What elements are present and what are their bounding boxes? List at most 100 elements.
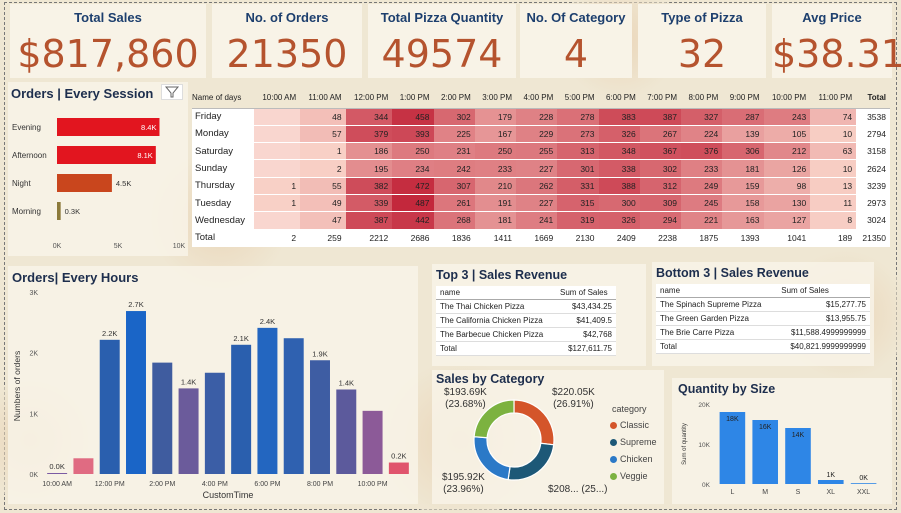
matrix-cell[interactable]: 212	[763, 142, 811, 161]
hour-bar[interactable]	[126, 311, 146, 474]
matrix-cell[interactable]: 229	[516, 125, 558, 144]
matrix-cell[interactable]: 167	[474, 125, 517, 144]
matrix-cell[interactable]: 315	[557, 194, 599, 213]
matrix-cell[interactable]: 319	[557, 211, 599, 230]
matrix-cell[interactable]: 159	[722, 177, 764, 195]
matrix-cell[interactable]: 301	[557, 159, 599, 178]
column-header[interactable]: name	[436, 286, 556, 300]
legend-item-veggie[interactable]: Veggie	[610, 471, 648, 481]
matrix-cell[interactable]: 287	[722, 108, 764, 126]
matrix-cell[interactable]: 338	[598, 159, 640, 178]
kpi-card-orders[interactable]: No. of Orders 21350	[212, 4, 362, 78]
matrix-cell[interactable]: 13	[810, 177, 857, 195]
matrix-cell[interactable]: 98	[763, 177, 811, 195]
matrix-cell[interactable]: 57	[300, 125, 346, 144]
matrix-cell[interactable]: 327	[681, 108, 723, 126]
filter-button[interactable]	[161, 84, 183, 100]
session-bar[interactable]	[57, 146, 156, 164]
hour-bar[interactable]	[47, 473, 68, 474]
matrix-cell[interactable]: 312	[639, 177, 682, 195]
size-bar[interactable]	[785, 428, 811, 484]
legend-item-supreme[interactable]: Supreme	[610, 437, 657, 447]
matrix-cell[interactable]: 255	[516, 142, 558, 161]
matrix-cell[interactable]: 300	[598, 194, 640, 213]
matrix-cell[interactable]: 241	[516, 211, 558, 230]
matrix-total-header[interactable]: Total	[856, 86, 890, 109]
matrix-column-header[interactable]: 2:00 PM	[433, 86, 475, 109]
matrix-cell[interactable]: 195	[345, 159, 393, 178]
matrix-cell[interactable]: 326	[598, 211, 640, 230]
legend-item-classic[interactable]: Classic	[610, 420, 649, 430]
matrix-column-header[interactable]: 11:00 AM	[300, 86, 346, 109]
matrix-column-header[interactable]: 10:00 PM	[763, 86, 811, 109]
matrix-cell[interactable]: 250	[474, 142, 517, 161]
matrix-cell[interactable]: 302	[433, 108, 475, 126]
matrix-cell[interactable]: 245	[681, 194, 723, 213]
matrix-cell[interactable]: 262	[516, 177, 558, 195]
matrix-corner-header[interactable]: Name of days	[192, 86, 254, 109]
session-bar[interactable]	[57, 118, 160, 136]
donut-slice[interactable]	[513, 399, 555, 446]
matrix-cell[interactable]: 382	[345, 177, 393, 195]
matrix-column-header[interactable]: 12:00 PM	[345, 86, 393, 109]
matrix-cell[interactable]: 393	[392, 125, 434, 144]
matrix-cell[interactable]: 210	[474, 177, 517, 195]
matrix-column-header[interactable]: 9:00 PM	[722, 86, 764, 109]
hour-bar[interactable]	[388, 462, 409, 474]
matrix-cell[interactable]: 74	[810, 108, 857, 126]
matrix-column-header[interactable]: 10:00 AM	[254, 86, 301, 109]
size-bar[interactable]	[719, 412, 746, 484]
matrix-cell[interactable]	[254, 211, 301, 230]
matrix-cell[interactable]: 228	[516, 108, 558, 126]
table-row[interactable]: The Thai Chicken Pizza $43,434.25	[436, 299, 616, 314]
matrix-cell[interactable]: 1	[300, 142, 346, 161]
matrix-cell[interactable]: 242	[433, 159, 475, 178]
matrix-cell[interactable]: 458	[392, 108, 434, 126]
matrix-column-header[interactable]: 4:00 PM	[516, 86, 558, 109]
kpi-card-pizza-types[interactable]: Type of Pizza 32	[638, 4, 766, 78]
matrix-cell[interactable]: 48	[300, 108, 346, 126]
session-bar[interactable]	[57, 174, 112, 192]
matrix-row[interactable]: Thursday 1 55 382 472 307 210 262 331 388 312 249 15…	[192, 177, 890, 195]
matrix-cell[interactable]: 339	[345, 194, 393, 213]
matrix-cell[interactable]: 55	[300, 177, 346, 195]
matrix-cell[interactable]: 367	[639, 142, 682, 161]
matrix-cell[interactable]: 331	[557, 177, 599, 195]
matrix-cell[interactable]: 278	[557, 108, 599, 126]
matrix-cell[interactable]: 191	[474, 194, 517, 213]
matrix-cell[interactable]: 49	[300, 194, 346, 213]
hour-bar[interactable]	[73, 458, 94, 474]
hour-bar[interactable]	[257, 327, 278, 474]
hour-bar[interactable]	[231, 344, 252, 474]
matrix-cell[interactable]: 294	[639, 211, 682, 230]
table-row[interactable]: The Brie Carre Pizza $11,588.4999999999	[656, 325, 870, 340]
matrix-cell[interactable]: 11	[810, 194, 857, 213]
hour-bar[interactable]	[283, 338, 304, 474]
matrix-cell[interactable]: 233	[681, 159, 723, 178]
hour-bar[interactable]	[204, 372, 225, 474]
matrix-cell[interactable]: 10	[810, 159, 857, 178]
table-row[interactable]: The California Chicken Pizza $41,409.5	[436, 313, 616, 328]
matrix-cell[interactable]	[254, 125, 301, 144]
matrix-cell[interactable]: 63	[810, 142, 857, 161]
matrix-cell[interactable]: 344	[345, 108, 393, 126]
column-header[interactable]: Sum of Sales	[777, 284, 870, 298]
table-row[interactable]: The Barbecue Chicken Pizza $42,768	[436, 327, 616, 342]
hour-day-matrix[interactable]: Name of days 10:00 AM 11:00 AM 12:00 PM 1:00…	[192, 86, 890, 247]
category-chart-panel[interactable]: Sales by Category $193.69K (23.68%) $220.…	[432, 370, 664, 504]
matrix-cell[interactable]: 267	[639, 125, 682, 144]
matrix-cell[interactable]: 273	[557, 125, 599, 144]
matrix-cell[interactable]: 2	[300, 159, 346, 178]
bottom3-table[interactable]: name Sum of Sales The Spinach Supreme Piz…	[656, 284, 870, 354]
matrix-cell[interactable]	[254, 159, 301, 178]
matrix-column-header[interactable]: 1:00 PM	[392, 86, 434, 109]
matrix-cell[interactable]: 487	[392, 194, 434, 213]
donut-slice[interactable]	[507, 442, 555, 481]
matrix-cell[interactable]: 376	[681, 142, 723, 161]
matrix-cell[interactable]: 127	[763, 211, 811, 230]
donut-slice[interactable]	[473, 399, 515, 439]
size-bar[interactable]	[818, 480, 844, 484]
hour-bar[interactable]	[152, 362, 173, 474]
matrix-cell[interactable]: 302	[639, 159, 682, 178]
matrix-cell[interactable]: 8	[810, 211, 857, 230]
